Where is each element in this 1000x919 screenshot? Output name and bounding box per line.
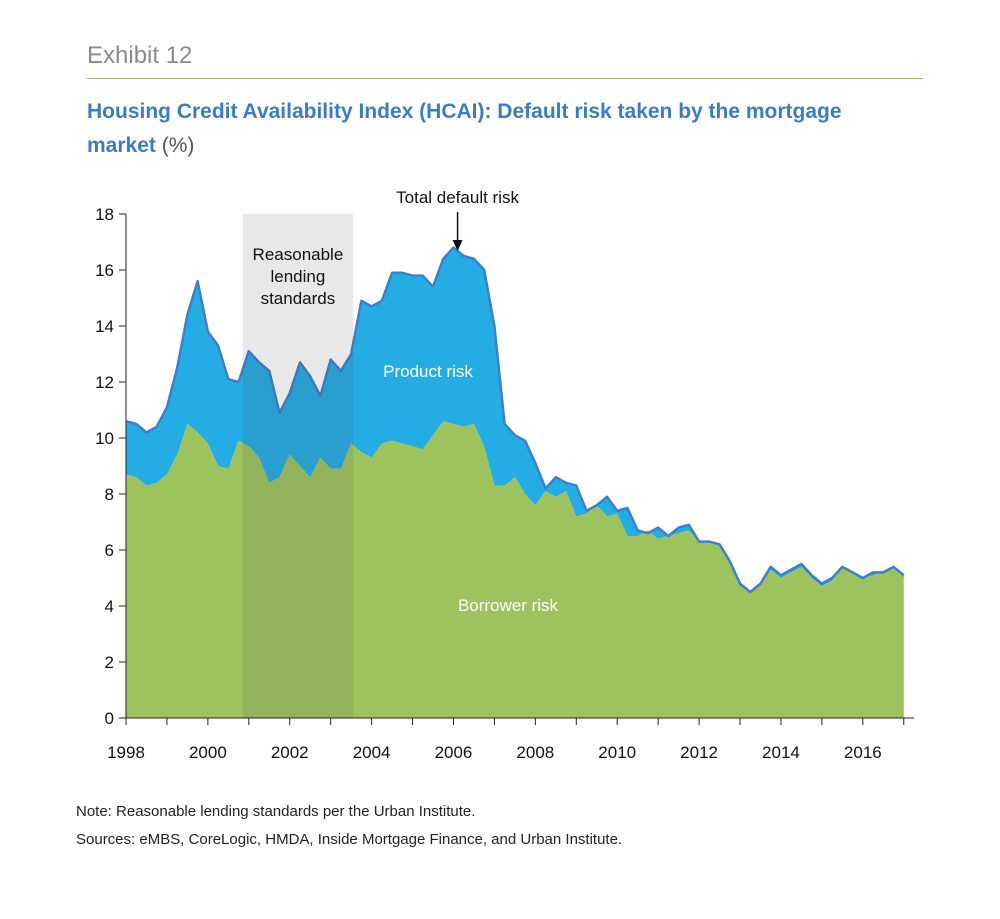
- x-tick-label: 2014: [762, 743, 800, 762]
- reasonable-lending-region: [242, 214, 354, 718]
- x-tick-label: 2016: [844, 743, 882, 762]
- y-tick-label: 16: [95, 261, 114, 280]
- x-tick-label: 1998: [107, 743, 145, 762]
- shaded-region-label: Reasonable: [253, 245, 344, 264]
- annotation-arrow-head: [452, 240, 463, 251]
- total-default-risk-label: Total default risk: [396, 188, 519, 207]
- x-tick-label: 2002: [271, 743, 309, 762]
- y-tick-label: 4: [105, 597, 114, 616]
- y-tick-label: 8: [105, 485, 114, 504]
- x-tick-label: 2000: [189, 743, 227, 762]
- note-text: Note: Reasonable lending standards per t…: [76, 803, 476, 820]
- header-divider: [87, 78, 923, 79]
- title-main: Housing Credit Availability Index (HCAI)…: [87, 100, 842, 157]
- exhibit-number: Exhibit 12: [87, 42, 193, 69]
- product-risk-area: [126, 247, 904, 592]
- total-default-risk-line: [125, 246, 905, 594]
- y-tick-label: 14: [95, 317, 114, 336]
- y-tick-label: 12: [95, 373, 114, 392]
- y-tick-label: 18: [95, 205, 114, 224]
- x-tick-label: 2004: [353, 743, 391, 762]
- x-tick-label: 2006: [435, 743, 473, 762]
- shaded-region-label: lending: [271, 267, 326, 286]
- borrower-risk-area: [126, 421, 904, 718]
- sources-text: Sources: eMBS, CoreLogic, HMDA, Inside M…: [76, 831, 623, 848]
- x-tick-label: 2012: [680, 743, 718, 762]
- product-risk-label: Product risk: [383, 362, 473, 381]
- shaded-region-label: standards: [261, 289, 336, 308]
- y-tick-label: 0: [105, 709, 114, 728]
- x-tick-label: 2008: [516, 743, 554, 762]
- title-unit: (%): [161, 134, 195, 157]
- y-tick-label: 10: [95, 429, 114, 448]
- y-tick-label: 6: [105, 541, 114, 560]
- y-tick-label: 2: [105, 653, 114, 672]
- borrower-risk-label: Borrower risk: [458, 596, 559, 615]
- x-tick-label: 2010: [598, 743, 636, 762]
- chart-notes: Note: Reasonable lending standards per t…: [76, 798, 622, 854]
- chart-title: Housing Credit Availability Index (HCAI)…: [87, 95, 847, 163]
